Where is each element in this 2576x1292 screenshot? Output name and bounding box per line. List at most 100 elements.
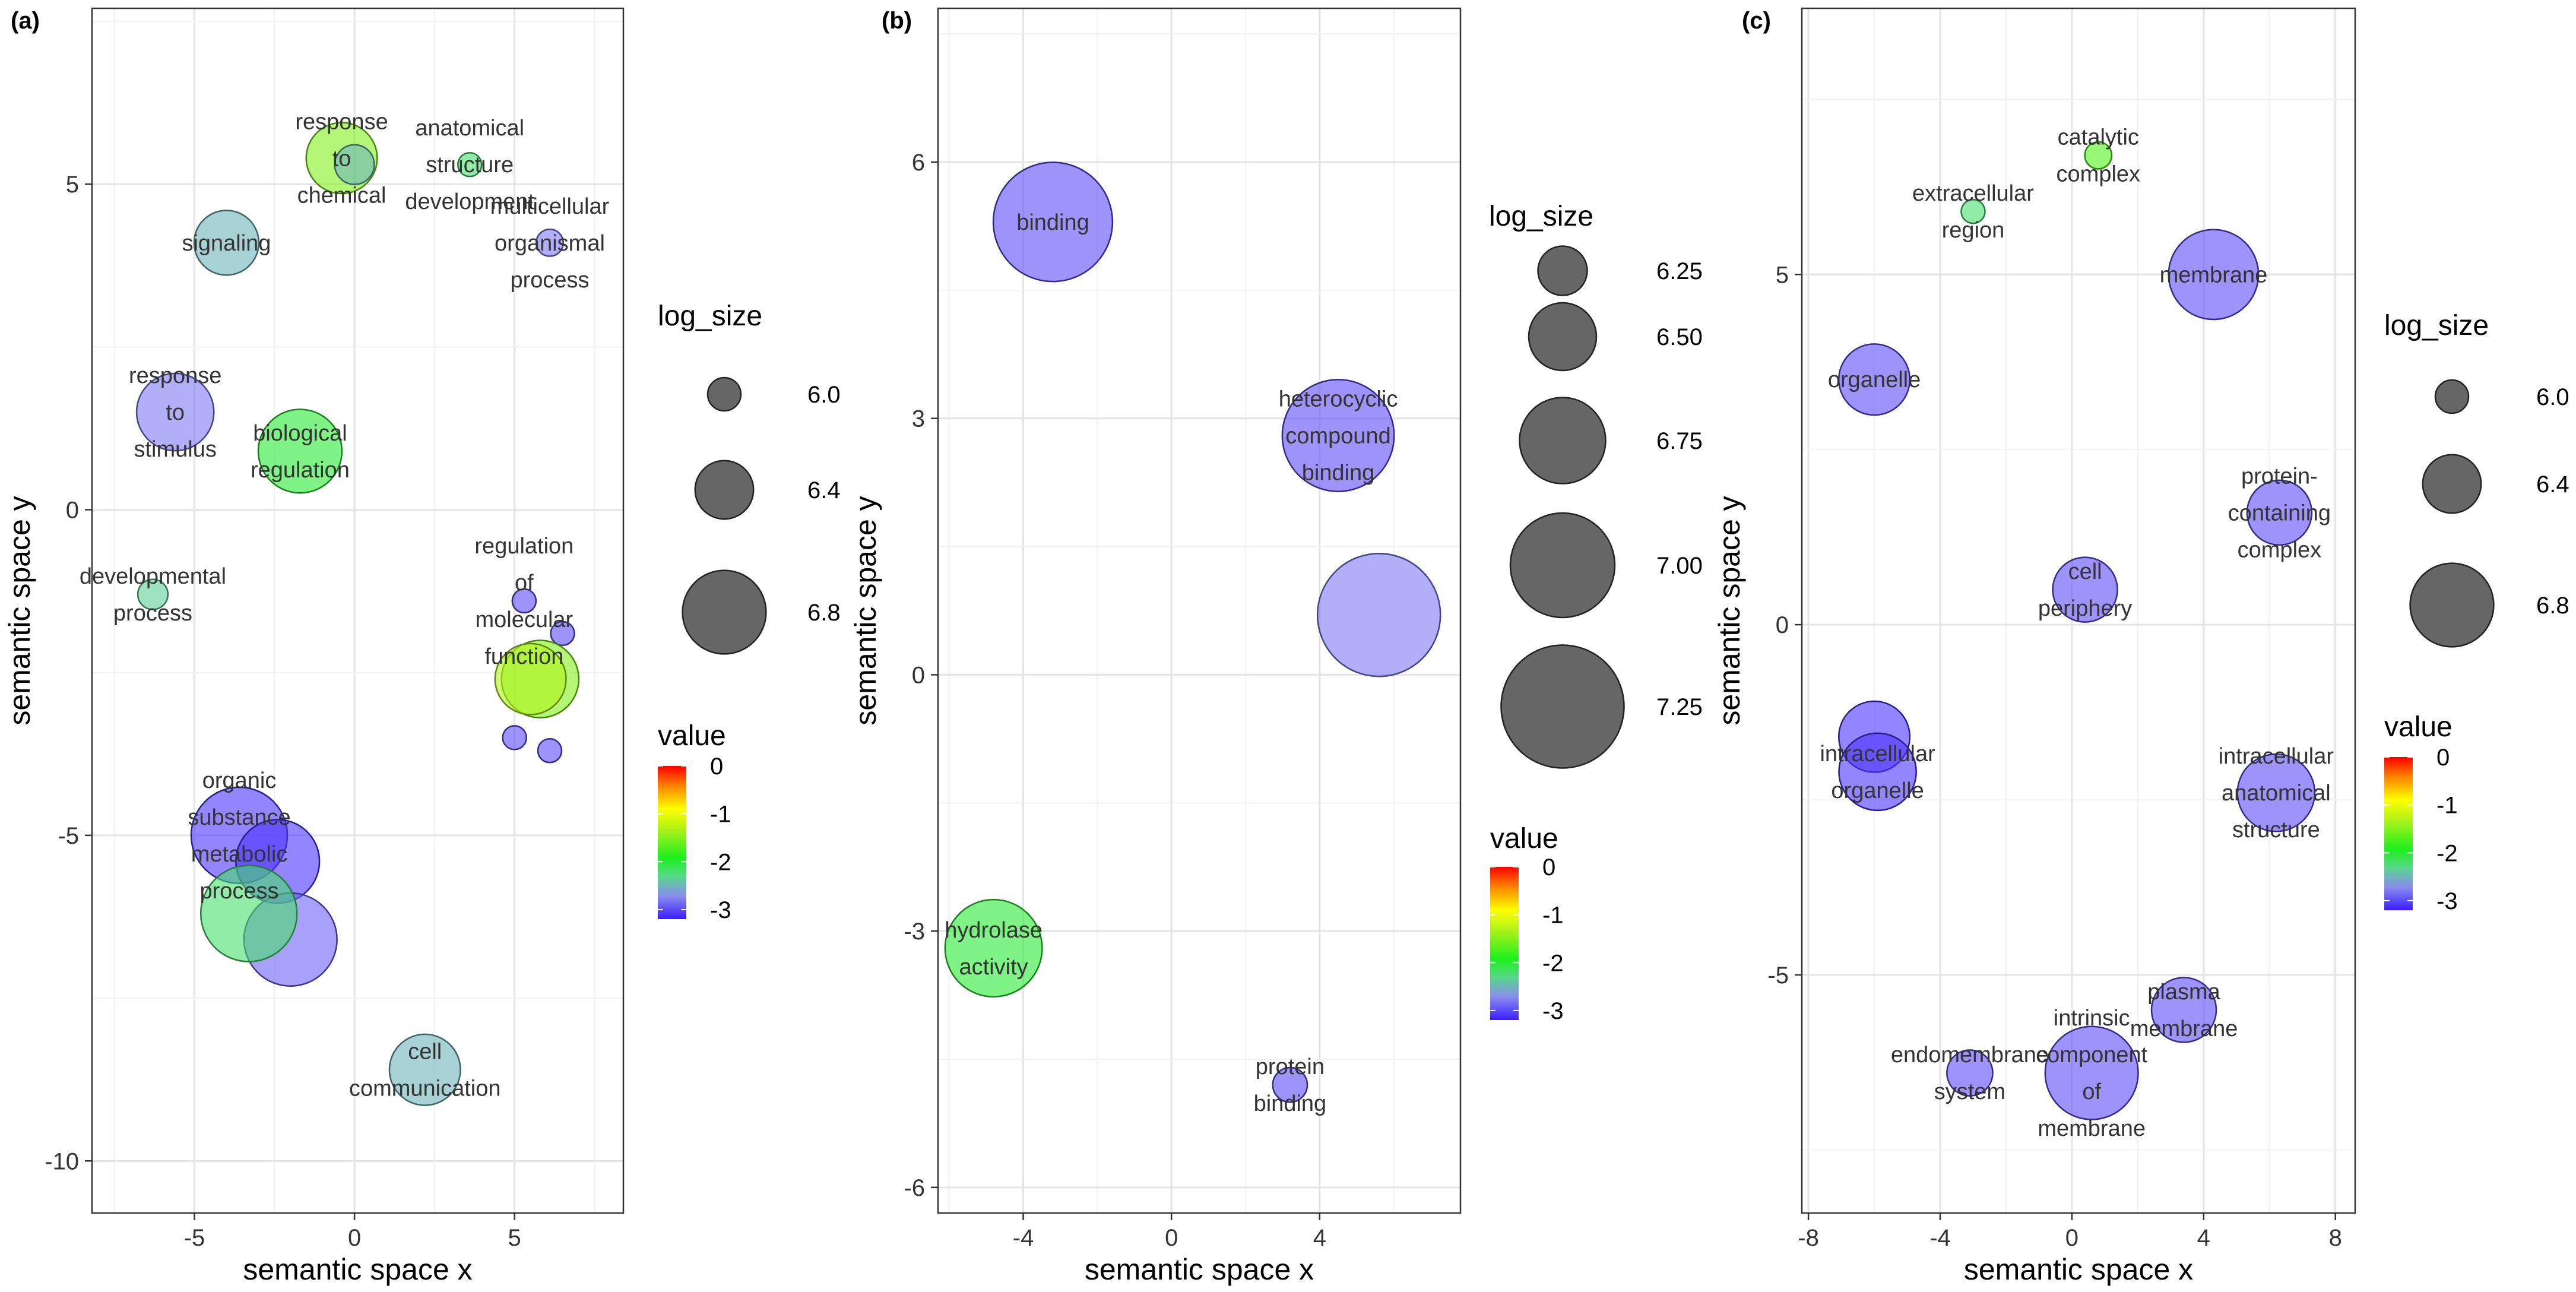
color-legend-title: value (658, 720, 726, 752)
bubble-label: intracellular anatomical structure (2219, 744, 2334, 843)
panel-label: (a) (11, 8, 40, 34)
size-legend-label: 6.75 (1656, 428, 1703, 454)
plot-frame (937, 7, 1462, 1214)
size-legend: log_size 6.0 6.4 6.8 (2384, 310, 2569, 648)
size-legend-circle (706, 376, 742, 412)
color-legend-title: value (2384, 711, 2453, 743)
bubble-label: cell periphery (2038, 559, 2132, 621)
bubble (2044, 1025, 2139, 1120)
bubble (511, 588, 537, 614)
size-legend-circle (1509, 512, 1616, 619)
axis-ticks: -4 0 4 -6 -3 0 3 6 (904, 150, 1326, 1251)
x-tick-label: 8 (2329, 1225, 2342, 1251)
y-tick-label: 0 (912, 662, 925, 688)
axis-ticks: -8 -4 0 4 8 -5 0 5 (1767, 262, 2341, 1251)
bubble-label: developmental process (80, 564, 226, 626)
size-legend-label: 6.0 (807, 382, 841, 408)
bubble-label: protein-containing complex (2228, 464, 2331, 562)
bubble (1272, 1066, 1308, 1103)
size-legend-title: log_size (2384, 310, 2489, 341)
bubble-labels: catalytic complex extracellular region membr… (1820, 125, 2334, 1141)
size-legend-circle (1519, 397, 1607, 484)
bubble (137, 578, 169, 610)
x-tick-label: -8 (1798, 1225, 1819, 1251)
y-axis-title: semantic space y (3, 496, 36, 725)
bubble (944, 898, 1043, 998)
colorbar-label: -1 (2436, 793, 2458, 819)
colorbar-label: -2 (1542, 950, 1564, 976)
size-legend-circle (1537, 245, 1588, 296)
x-tick-label: -4 (1929, 1225, 1951, 1251)
y-tick-label: -6 (904, 1175, 925, 1201)
bubble (2246, 479, 2313, 546)
bubble-label: hydrolase activity (945, 918, 1043, 980)
y-axis-title: semantic space y (849, 496, 882, 725)
bubble-labels: binding heterocyclic compound binding hydrol… (945, 210, 1398, 1116)
x-tick-label: -5 (184, 1225, 205, 1251)
size-legend-circle (682, 569, 767, 655)
x-tick-label: 0 (348, 1225, 361, 1251)
bubble (2150, 977, 2217, 1043)
color-legend-title: value (1490, 823, 1558, 854)
colorbar-label: -1 (710, 802, 731, 828)
panel-b: (b) binding heterocyclic compound binding hyd… (849, 7, 1703, 1286)
bubble-label: anatomical structure development (405, 116, 534, 214)
x-tick-label: -4 (1013, 1225, 1034, 1251)
bubble (2052, 556, 2118, 623)
bubble-label: membrane (2160, 262, 2268, 287)
y-tick-label: -3 (904, 919, 925, 945)
colorbar-label: -2 (710, 849, 731, 875)
y-tick-label: 0 (1776, 612, 1789, 638)
bubble-label: regulation of molecular function (474, 534, 573, 669)
bubble (334, 144, 375, 185)
bubble (536, 228, 564, 257)
bubble-label: intracellular organelle (1820, 742, 1935, 803)
colorbar-label: 0 (710, 753, 723, 780)
colorbar (1490, 867, 1519, 1020)
size-legend: log_size 6.0 6.4 6.8 (658, 300, 841, 655)
bubble (550, 620, 575, 647)
bubble (992, 162, 1114, 283)
bubble-label: multicellular organismal process (490, 194, 610, 293)
size-legend-label: 6.4 (2536, 471, 2569, 498)
bubble (457, 151, 483, 178)
colorbar-label: 0 (1542, 854, 1555, 881)
size-legend-label: 6.8 (2536, 593, 2569, 619)
panel-label: (c) (1742, 8, 1771, 34)
y-tick-label: -5 (58, 823, 79, 849)
size-legend-circle (1500, 644, 1625, 769)
size-legend-title: log_size (1489, 201, 1593, 232)
bubble (193, 210, 260, 276)
bubble-label: organic substance metabolic process (188, 768, 290, 904)
bubble (1946, 1049, 1994, 1097)
colorbar-label: -3 (2436, 888, 2458, 914)
bubble-label: binding (1016, 210, 1089, 235)
y-tick-label: -5 (1767, 962, 1789, 989)
bubble-label: catalytic complex (2057, 125, 2141, 187)
y-tick-label: 5 (66, 172, 79, 198)
size-legend: log_size 6.25 6.50 6.75 7.00 7.25 (1489, 201, 1703, 769)
size-legend-circle (694, 460, 755, 520)
size-legend-label: 7.00 (1656, 553, 1703, 579)
bubble-label: response to stimulus (129, 363, 221, 462)
colorbar (2384, 757, 2413, 910)
bubble (1281, 379, 1395, 492)
bubble (1838, 732, 1917, 812)
panel-label: (b) (882, 8, 912, 34)
y-axis-title: semantic space y (1713, 496, 1746, 725)
x-tick-label: 0 (1165, 1225, 1178, 1251)
bubble (199, 864, 298, 962)
colorbar (658, 766, 686, 919)
bubble-label: response to chemical (295, 109, 388, 208)
plot-frame (1801, 7, 2356, 1214)
size-legend-label: 6.0 (2536, 384, 2569, 410)
bubbles (135, 122, 580, 1106)
x-axis-title: semantic space x (1085, 1253, 1314, 1286)
plot-area (92, 8, 623, 1213)
bubble (502, 725, 527, 750)
size-legend-circle (2409, 562, 2495, 648)
x-tick-label: 4 (1313, 1225, 1326, 1251)
